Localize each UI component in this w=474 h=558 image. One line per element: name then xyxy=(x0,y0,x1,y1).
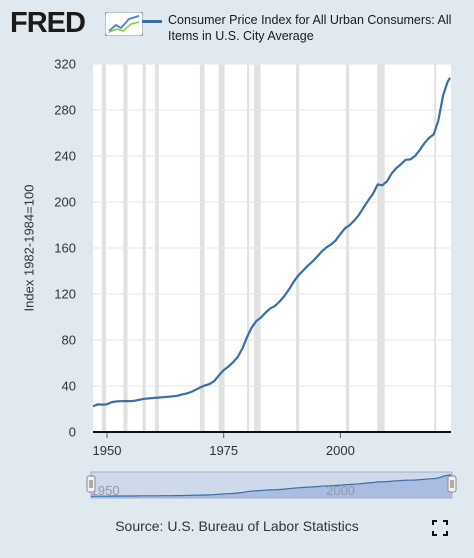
y-tick-label: 0 xyxy=(69,425,76,440)
y-tick-label: 120 xyxy=(54,287,76,302)
y-tick-label: 280 xyxy=(54,103,76,118)
navigator-tick-label: 1950 xyxy=(91,483,120,498)
y-tick-label: 200 xyxy=(54,195,76,210)
x-tick-label: 2000 xyxy=(326,443,355,458)
legend-swatch xyxy=(142,20,162,23)
cpi-series-line xyxy=(92,77,452,408)
x-tick-label: 1975 xyxy=(209,443,238,458)
legend-series-name: Consumer Price Index for All Urban Consu… xyxy=(168,13,452,43)
cpi-line-chart: 0 40 80 120 160 200 240 280 320 1950 1975 2000 xyxy=(54,57,452,458)
source-note: Source: U.S. Bureau of Labor Statistics xyxy=(115,518,359,534)
navigator-series-area xyxy=(91,474,452,498)
navigator-left-handle[interactable] xyxy=(86,475,96,493)
navigator-series-line xyxy=(90,474,452,497)
y-tick-label: 240 xyxy=(54,149,76,164)
y-tick-label: 80 xyxy=(62,333,76,348)
fred-logo-text: FRED xyxy=(10,7,86,39)
y-tick-label: 320 xyxy=(54,57,76,72)
range-navigator[interactable]: 1950 2000 xyxy=(0,0,474,520)
navigator-right-handle[interactable] xyxy=(447,475,457,493)
chart-line-icon xyxy=(105,12,143,36)
navigator-tick-label: 2000 xyxy=(326,483,355,498)
fullscreen-icon[interactable] xyxy=(432,520,448,536)
y-tick-label: 40 xyxy=(62,379,76,394)
y-tick-label: 160 xyxy=(54,241,76,256)
x-tick-label: 1950 xyxy=(93,443,122,458)
fred-logo[interactable]: FRED xyxy=(10,6,143,40)
